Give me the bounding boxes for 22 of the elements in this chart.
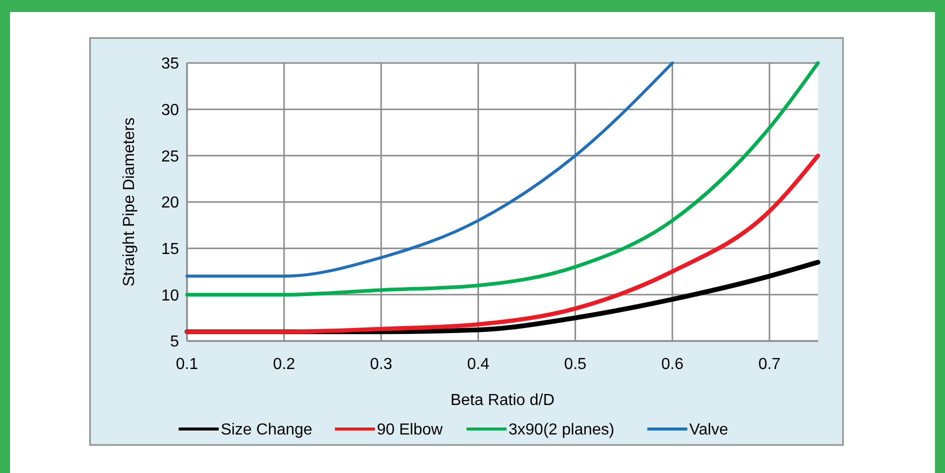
x-tick-label: 0.5 [564,356,587,373]
x-tick-label: 0.4 [467,356,490,373]
x-axis-title: Beta Ratio d/D [450,392,555,409]
x-tick-label: 0.1 [176,356,198,373]
y-tick-label: 25 [161,148,180,166]
line-series [184,154,820,334]
y-tick-label: 5 [170,334,180,351]
y-tick-label: 15 [161,240,180,258]
y-axis-title: Straight Pipe Diameters [121,118,138,286]
legend-label: 90 Elbow [376,422,444,439]
legend-label: Size Change [220,422,312,439]
line-series [186,62,674,278]
y-tick-label: 10 [161,287,180,304]
x-tick-label: 0.7 [758,356,781,373]
legend-label: Valve [689,422,728,439]
y-tick-label: 30 [161,102,180,119]
x-tick-label: 0.6 [661,356,684,373]
legend-label: 3x90(2 planes) [508,422,614,439]
y-tick-label: 35 [161,56,180,73]
y-tick-label: 20 [161,194,180,212]
x-tick-label: 0.3 [370,356,392,373]
x-tick-label: 0.2 [272,356,296,373]
